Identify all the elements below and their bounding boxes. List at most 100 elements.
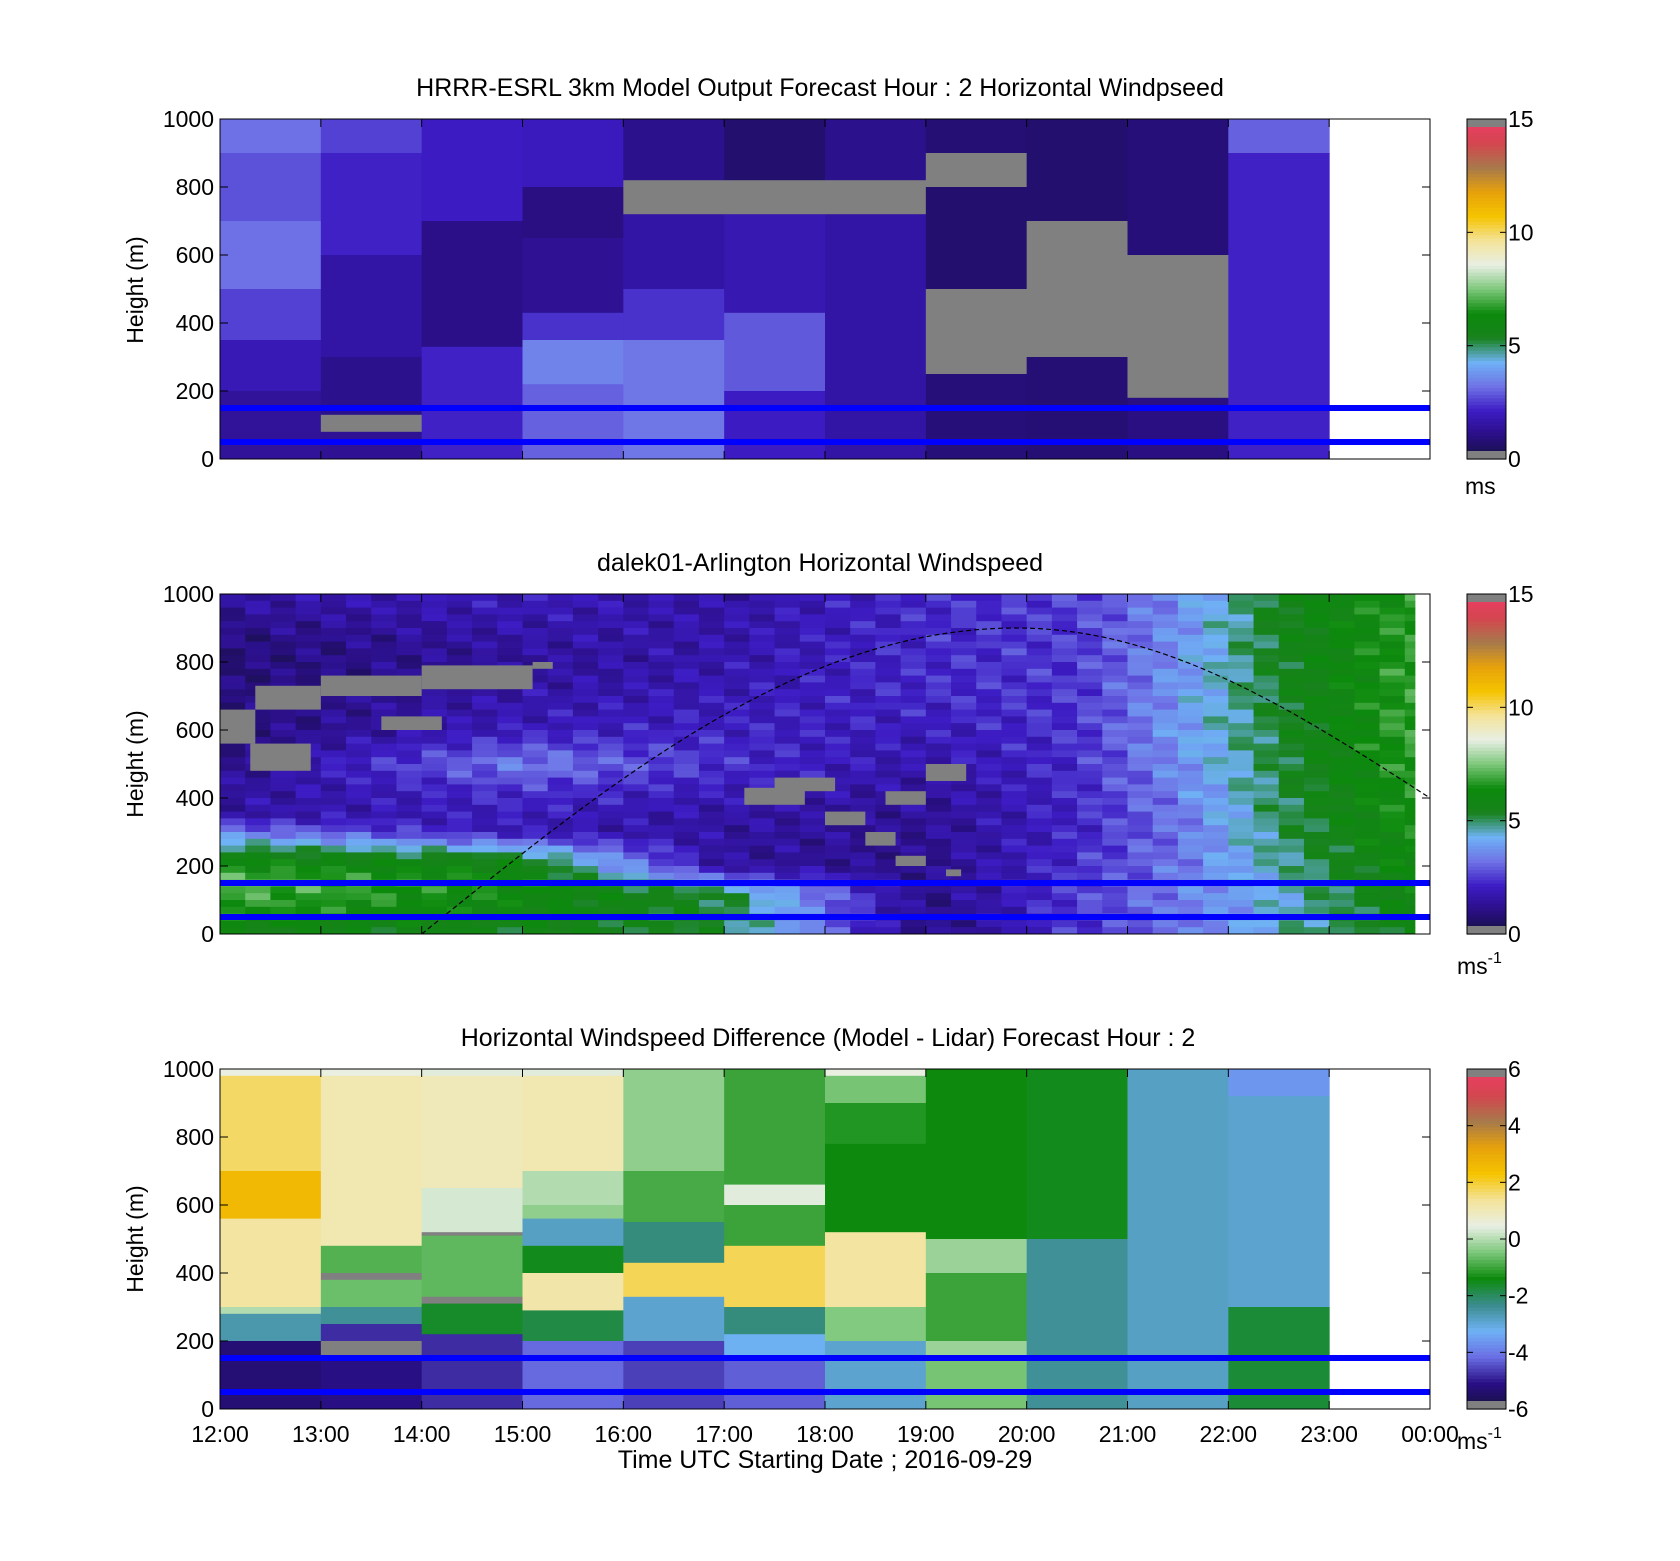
heatmap-cell <box>522 777 549 785</box>
heatmap-cell <box>673 709 700 717</box>
heatmap-cell <box>875 818 902 826</box>
heatmap-cell <box>951 621 977 629</box>
heatmap-cell <box>497 750 523 758</box>
heatmap-cell <box>1102 716 1128 724</box>
heatmap-cell <box>1127 886 1154 894</box>
heatmap-cell <box>799 641 826 649</box>
heatmap-cell <box>245 668 271 677</box>
heatmap-cell <box>1177 906 1204 915</box>
heatmap-cell <box>346 927 372 935</box>
heatmap-cell <box>976 634 1002 643</box>
heatmap-cell <box>799 866 826 874</box>
colorbar-swatch <box>1467 1327 1506 1332</box>
heatmap-cell <box>1253 770 1280 779</box>
heatmap-cell <box>396 621 423 629</box>
heatmap-cell <box>799 770 826 779</box>
heatmap-cell <box>1228 716 1255 724</box>
heatmap-cell <box>673 811 700 819</box>
heatmap-cell <box>825 886 851 894</box>
heatmap-cell <box>320 845 347 853</box>
colorbar-swatch <box>1467 1171 1506 1175</box>
heatmap-cell <box>320 1245 423 1274</box>
heatmap-cell <box>472 730 498 738</box>
x-tick-label: 12:00 <box>191 1421 249 1447</box>
heatmap-cell <box>698 668 725 677</box>
heatmap-cell <box>1127 607 1154 615</box>
heatmap-cell <box>850 852 876 860</box>
heatmap-cell <box>421 600 448 609</box>
heatmap-cell <box>1404 832 1416 840</box>
heatmap-cell <box>875 920 902 928</box>
heatmap-cell <box>1001 764 1028 772</box>
heatmap-cell <box>320 119 423 154</box>
heatmap-cell <box>270 927 297 935</box>
heatmap-cell <box>1303 866 1330 874</box>
heatmap-cell <box>522 119 624 188</box>
heatmap-cell <box>1077 784 1103 792</box>
heatmap-cell <box>1077 777 1103 785</box>
heatmap-cell <box>900 730 927 738</box>
heatmap-cell <box>1077 852 1103 860</box>
heatmap-cell <box>724 784 750 792</box>
heatmap-cell <box>1001 668 1028 677</box>
heatmap-cell <box>900 920 927 928</box>
heatmap-cell <box>220 886 246 894</box>
heatmap-cell <box>346 784 372 792</box>
heatmap-cell <box>320 859 347 867</box>
heatmap-cell <box>547 641 574 649</box>
heatmap-cell <box>1228 770 1255 779</box>
heatmap-cell <box>1329 811 1355 819</box>
heatmap-cell <box>1354 825 1381 833</box>
heatmap-cell <box>724 723 750 731</box>
heatmap-cell <box>749 648 776 656</box>
heatmap-cell <box>1001 607 1028 615</box>
heatmap-cell <box>623 289 725 341</box>
heatmap-cell <box>1026 818 1053 826</box>
panel-lidar-x-ticks <box>219 594 1431 934</box>
heatmap-cell <box>472 866 498 874</box>
heatmap-cell <box>1203 764 1229 772</box>
colorbar-swatch <box>1467 604 1506 609</box>
heatmap-cell <box>1152 730 1179 738</box>
heatmap-cell <box>472 594 498 602</box>
heatmap-cell <box>951 682 977 690</box>
heatmap-cell <box>698 614 725 622</box>
heatmap-cell <box>1404 594 1416 602</box>
heatmap-cell <box>1177 628 1204 636</box>
heatmap-cell <box>270 798 297 806</box>
panel-model-colorbar-unit: ms <box>1465 473 1496 499</box>
heatmap-cell <box>295 791 322 799</box>
heatmap-cell <box>648 798 675 806</box>
heatmap-cell <box>1329 743 1355 751</box>
heatmap-cell <box>446 594 473 602</box>
colorbar-swatch <box>1467 292 1506 297</box>
heatmap-cell <box>648 866 675 874</box>
heatmap-cell <box>925 777 952 785</box>
heatmap-cell <box>623 750 650 758</box>
heatmap-cell <box>1203 634 1229 643</box>
heatmap-cell <box>1379 798 1406 806</box>
heatmap-cell <box>774 927 801 935</box>
heatmap-cell <box>1102 655 1128 663</box>
heatmap-cell <box>346 859 372 867</box>
heatmap-cell <box>270 777 297 785</box>
colorbar-swatch <box>1467 1123 1506 1128</box>
heatmap-cell <box>774 641 801 649</box>
heatmap-cell <box>724 838 750 847</box>
heatmap-cell <box>1077 900 1103 908</box>
colorbar-swatch <box>1467 917 1506 921</box>
heatmap-cell <box>1404 852 1416 860</box>
heatmap-cell <box>648 750 675 758</box>
heatmap-cell <box>522 832 549 840</box>
heatmap-cell <box>446 859 473 867</box>
heatmap-cell <box>598 736 624 745</box>
heatmap-cell <box>1152 594 1179 602</box>
colorbar-swatch <box>1467 231 1506 236</box>
heatmap-cell <box>1102 730 1128 738</box>
heatmap-cell <box>472 927 498 935</box>
heatmap-cell <box>875 906 902 915</box>
heatmap-cell <box>1253 709 1280 717</box>
heatmap-cell <box>1051 845 1078 853</box>
heatmap-cell <box>825 689 851 697</box>
heatmap-cell <box>976 838 1002 847</box>
